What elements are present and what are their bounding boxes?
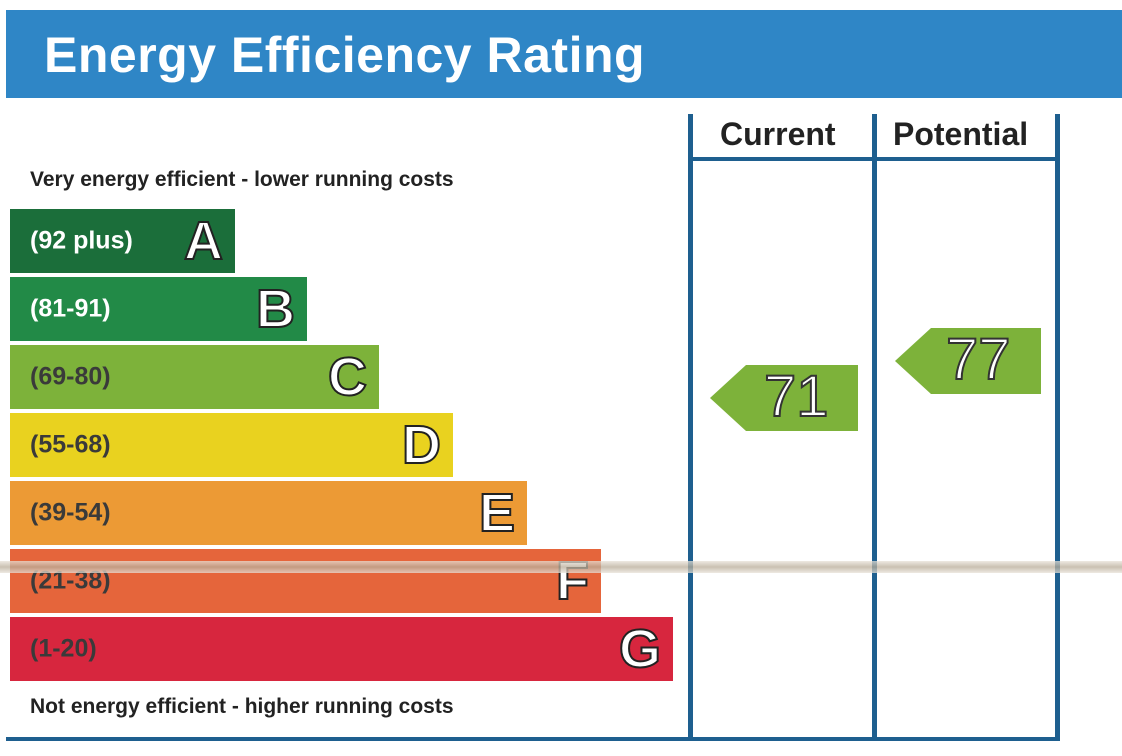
header-divider: [688, 157, 1060, 161]
potential-column-header: Potential: [893, 116, 1029, 152]
band-range-label: (92 plus): [30, 226, 133, 255]
current-rating-arrow: [710, 365, 858, 431]
potential-rating-arrow: [895, 328, 1041, 394]
frame-right: [1055, 114, 1060, 740]
band-range-label: (69-80): [30, 362, 111, 391]
potential-rating-value: 77: [945, 327, 1012, 392]
scan-artifact-line: [0, 561, 1122, 573]
band-e: (39-54) E: [10, 481, 527, 545]
chart-title: Energy Efficiency Rating: [44, 27, 646, 83]
band-b: (81-91) B: [10, 277, 307, 341]
band-range-label: (55-68): [30, 430, 111, 459]
current-column-header: Current: [720, 116, 836, 152]
band-d: (55-68) D: [10, 413, 453, 477]
frame-left: [688, 114, 693, 740]
band-c: (69-80) C: [10, 345, 379, 409]
band-letter: B: [255, 279, 296, 339]
band-a: (92 plus) A: [10, 209, 235, 273]
frame-bottom: [6, 737, 1060, 741]
band-range-label: (1-20): [30, 634, 97, 663]
band-f: (21-38) F: [10, 549, 601, 613]
band-letter: G: [618, 619, 662, 679]
current-rating-value: 71: [763, 364, 830, 429]
band-letter: A: [183, 211, 224, 271]
band-range-label: (81-91): [30, 294, 111, 323]
title-banner: Energy Efficiency Rating: [6, 10, 1122, 98]
frame-middle: [872, 114, 877, 740]
band-letter: C: [327, 347, 368, 407]
band-letter: D: [401, 415, 442, 475]
top-caption: Very energy efficient - lower running co…: [30, 168, 454, 191]
band-letter: E: [478, 483, 516, 543]
bottom-caption: Not energy efficient - higher running co…: [30, 695, 454, 718]
band-g: (1-20) G: [10, 617, 673, 681]
band-range-label: (39-54): [30, 498, 111, 527]
